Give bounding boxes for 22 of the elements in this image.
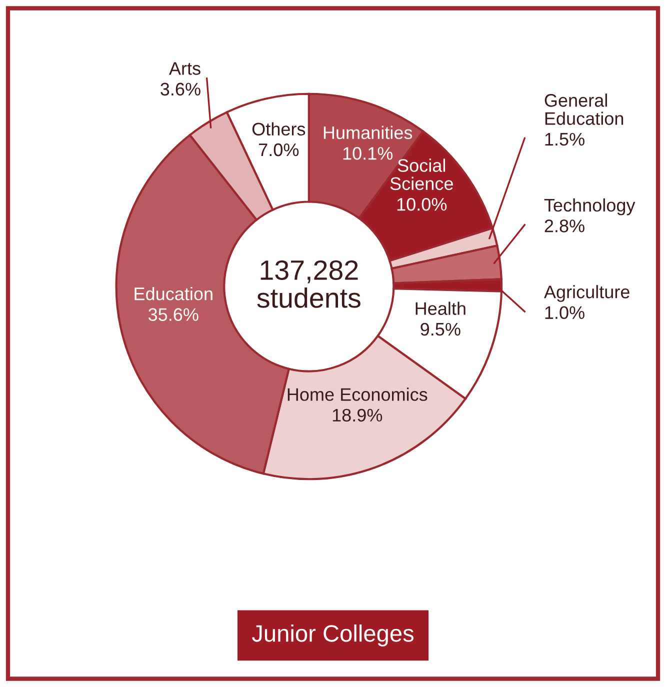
- data-label: 10.0%: [397, 198, 447, 211]
- data-label: 35.6%: [148, 308, 198, 321]
- slice-label: Humanities: [324, 126, 412, 140]
- data-label: 1.5%: [545, 132, 584, 146]
- slice-label: Health: [416, 302, 466, 315]
- slice-label: Others: [252, 122, 306, 136]
- slice-label: General Education: [544, 94, 624, 125]
- data-label: 3.6%: [160, 82, 200, 96]
- data-label: 7.0%: [259, 143, 299, 156]
- slice-label: Technology: [544, 198, 636, 216]
- data-label: 1.0%: [545, 306, 584, 320]
- data-label: 2.8%: [544, 220, 584, 232]
- text: Junior Colleges: [252, 624, 414, 646]
- data-label: 9.5%: [420, 322, 460, 336]
- slice-label: Agriculture: [544, 285, 630, 302]
- slice-label: Arts: [168, 62, 200, 75]
- text: 137,282 students: [257, 260, 360, 308]
- data-label: 18.9%: [332, 408, 382, 422]
- slice-label: Social Science: [390, 158, 453, 190]
- slice-label: Home Economics: [288, 388, 428, 401]
- slice-label: Education: [134, 287, 212, 300]
- data-label: 10.1%: [343, 147, 393, 160]
